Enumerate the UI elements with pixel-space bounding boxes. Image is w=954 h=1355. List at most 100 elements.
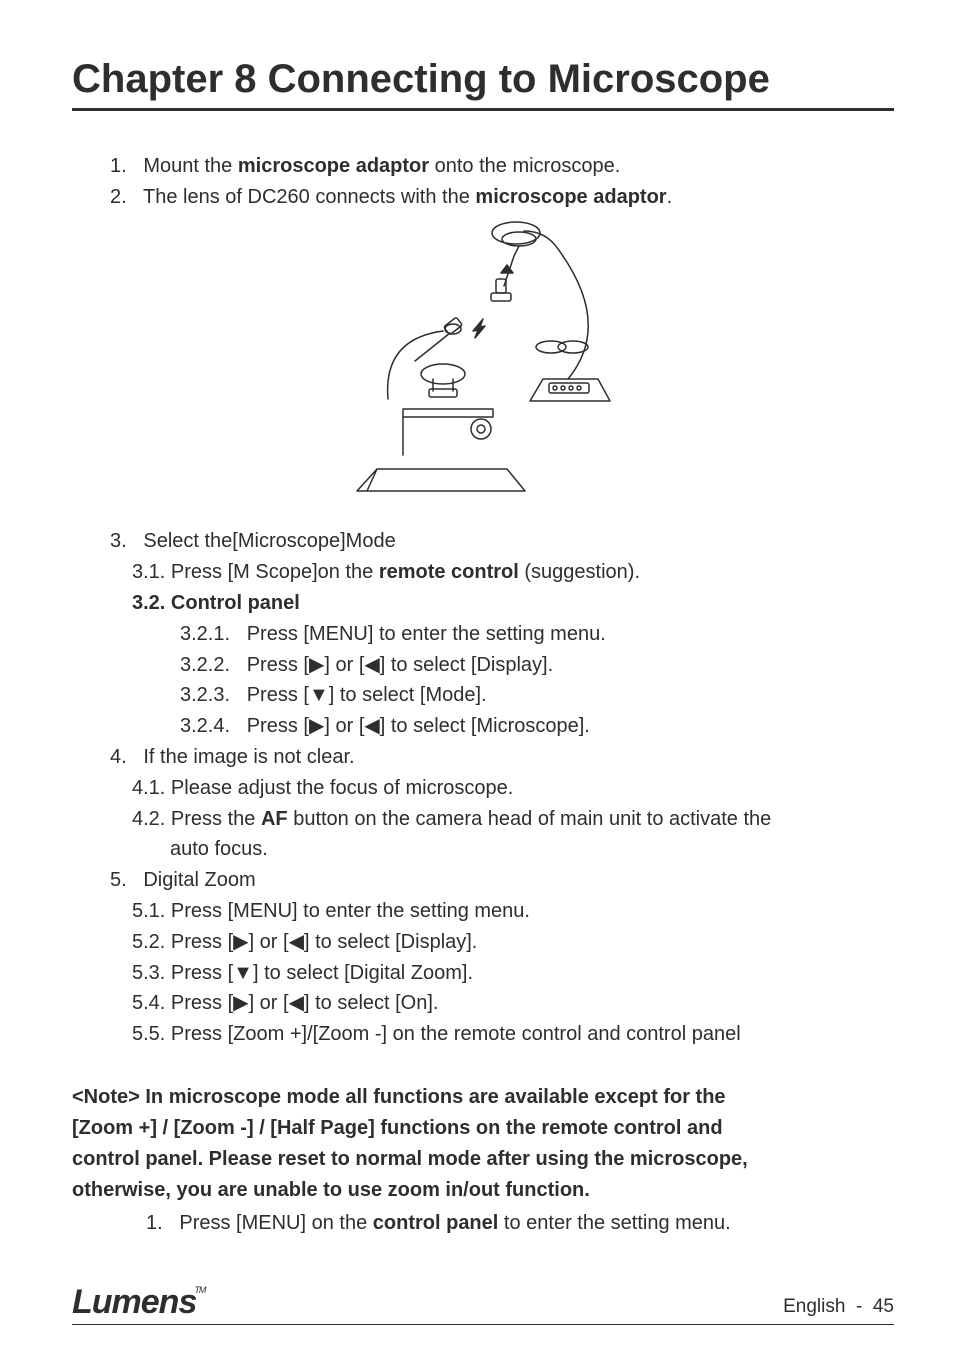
trademark-icon: TM bbox=[194, 1285, 205, 1295]
text: ] to select [Digital Zoom]. bbox=[253, 962, 473, 984]
step-number: 3.2.4. bbox=[180, 715, 230, 737]
text: The lens of DC260 connects with the bbox=[143, 186, 475, 208]
text: Press [Zoom +]/[Zoom -] on the remote co… bbox=[171, 1023, 741, 1045]
text: ] to select [Mode]. bbox=[329, 684, 487, 706]
document-page: Chapter 8 Connecting to Microscope 1. Mo… bbox=[0, 0, 954, 1355]
text: Press [ bbox=[171, 962, 233, 984]
down-arrow-icon: ▼ bbox=[233, 958, 253, 989]
step-number: 5.2. bbox=[132, 931, 165, 953]
left-arrow-icon: ◀ bbox=[364, 711, 379, 742]
text: Digital Zoom bbox=[143, 869, 255, 891]
step-5-3: 5.3. Press [▼] to select [Digital Zoom]. bbox=[72, 958, 894, 989]
step-5-4: 5.4. Press [▶] or [◀] to select [On]. bbox=[72, 988, 894, 1019]
emphasis: microscope adaptor bbox=[475, 186, 666, 208]
left-arrow-icon: ◀ bbox=[364, 650, 379, 681]
step-number: 3.1. bbox=[132, 561, 165, 583]
step-5-2: 5.2. Press [▶] or [◀] to select [Display… bbox=[72, 927, 894, 958]
step-number: 4.1. bbox=[132, 777, 165, 799]
down-arrow-icon: ▼ bbox=[309, 680, 329, 711]
body-content: 1. Mount the microscope adaptor onto the… bbox=[72, 151, 894, 1275]
text: Mount the bbox=[143, 155, 238, 177]
text: Press [ bbox=[247, 684, 309, 706]
text: Press [ bbox=[171, 992, 233, 1014]
text: to enter the setting menu. bbox=[498, 1212, 730, 1234]
step-number: 4.2. bbox=[132, 808, 165, 830]
text: ] to select [Microscope]. bbox=[380, 715, 590, 737]
right-arrow-icon: ▶ bbox=[309, 650, 324, 681]
step-number: 5.5. bbox=[132, 1023, 165, 1045]
right-arrow-icon: ▶ bbox=[309, 711, 324, 742]
text: ] to select [Display]. bbox=[380, 654, 553, 676]
page-title: Chapter 8 Connecting to Microscope bbox=[72, 56, 894, 102]
step-4-1: 4.1. Please adjust the focus of microsco… bbox=[72, 773, 894, 804]
text: ] or [ bbox=[249, 992, 289, 1014]
emphasis: control panel bbox=[373, 1212, 499, 1234]
step-3-2-4: 3.2.4. Press [▶] or [◀] to select [Micro… bbox=[72, 711, 894, 742]
text: (suggestion). bbox=[519, 561, 640, 583]
emphasis: Control panel bbox=[171, 592, 300, 614]
right-arrow-icon: ▶ bbox=[233, 927, 248, 958]
left-arrow-icon: ◀ bbox=[289, 988, 304, 1019]
text: . bbox=[667, 186, 673, 208]
text: ] to select [On]. bbox=[304, 992, 439, 1014]
emphasis: remote control bbox=[379, 561, 519, 583]
step-number: 3.2.3. bbox=[180, 684, 230, 706]
brand-logo: LumensTM bbox=[72, 1283, 207, 1322]
figure-microscope bbox=[72, 219, 894, 517]
text: Please adjust the focus of microscope. bbox=[171, 777, 513, 799]
text: ] or [ bbox=[324, 654, 364, 676]
text: ] or [ bbox=[324, 715, 364, 737]
page-footer: LumensTM English - 45 bbox=[72, 1283, 894, 1322]
step-5-1: 5.1. Press [MENU] to enter the setting m… bbox=[72, 896, 894, 927]
step-5: 5. Digital Zoom 5.1. Press [MENU] to ent… bbox=[72, 865, 894, 1050]
step-3-2-1: 3.2.1. Press [MENU] to enter the setting… bbox=[72, 619, 894, 650]
step-3-2-2: 3.2.2. Press [▶] or [◀] to select [Displ… bbox=[72, 650, 894, 681]
note-line: control panel. Please reset to normal mo… bbox=[72, 1144, 894, 1175]
step-number: 3. bbox=[110, 530, 127, 552]
note-line: [Zoom +] / [Zoom -] / [Half Page] functi… bbox=[72, 1113, 894, 1144]
step-number: 1. bbox=[146, 1212, 163, 1234]
step-5-5: 5.5. Press [Zoom +]/[Zoom -] on the remo… bbox=[72, 1019, 894, 1050]
step-4-2: 4.2. Press the AF button on the camera h… bbox=[72, 804, 894, 835]
right-arrow-icon: ▶ bbox=[233, 988, 248, 1019]
text: Press the bbox=[171, 808, 261, 830]
step-number: 3.2.1. bbox=[180, 623, 230, 645]
footer-rule bbox=[72, 1324, 894, 1325]
note-line: otherwise, you are unable to use zoom in… bbox=[72, 1175, 894, 1206]
left-arrow-icon: ◀ bbox=[289, 927, 304, 958]
text: Press [ bbox=[247, 715, 309, 737]
brand-name: Lumens bbox=[72, 1283, 196, 1321]
text: If the image is not clear. bbox=[143, 746, 354, 768]
step-3-2: 3.2. Control panel bbox=[72, 588, 894, 619]
text: ] to select [Display]. bbox=[304, 931, 477, 953]
microscope-illustration-icon bbox=[333, 219, 633, 507]
text: button on the camera head of main unit t… bbox=[288, 808, 772, 830]
page-number: English - 45 bbox=[783, 1296, 894, 1318]
emphasis: microscope adaptor bbox=[238, 155, 429, 177]
separator: - bbox=[856, 1296, 862, 1317]
text: Press [ bbox=[247, 654, 309, 676]
step-number: 1. bbox=[110, 155, 127, 177]
step-number: 5.1. bbox=[132, 900, 165, 922]
text: Press [M Scope]on the bbox=[171, 561, 379, 583]
step-number: 4. bbox=[110, 746, 127, 768]
note-block: <Note> In microscope mode all functions … bbox=[72, 1082, 894, 1239]
step-4: 4. If the image is not clear. 4.1. Pleas… bbox=[72, 742, 894, 865]
step-number: 5.4. bbox=[132, 992, 165, 1014]
step-1: 1. Mount the microscope adaptor onto the… bbox=[72, 151, 894, 182]
step-3-1: 3.1. Press [M Scope]on the remote contro… bbox=[72, 557, 894, 588]
page-num-value: 45 bbox=[873, 1296, 894, 1317]
text: Press [MENU] to enter the setting menu. bbox=[171, 900, 530, 922]
step-4-2-cont: auto focus. bbox=[72, 834, 894, 865]
step-number: 5.3. bbox=[132, 962, 165, 984]
step-2: 2. The lens of DC260 connects with the m… bbox=[72, 182, 894, 213]
text: Press [ bbox=[171, 931, 233, 953]
title-rule bbox=[72, 108, 894, 111]
text: Press [MENU] on the bbox=[179, 1212, 372, 1234]
step-number: 2. bbox=[110, 186, 127, 208]
step-3: 3. Select the[Microscope]Mode 3.1. Press… bbox=[72, 526, 894, 742]
step-number: 5. bbox=[110, 869, 127, 891]
text: auto focus. bbox=[170, 838, 268, 860]
note-step: 1. Press [MENU] on the control panel to … bbox=[72, 1208, 894, 1239]
text: ] or [ bbox=[249, 931, 289, 953]
